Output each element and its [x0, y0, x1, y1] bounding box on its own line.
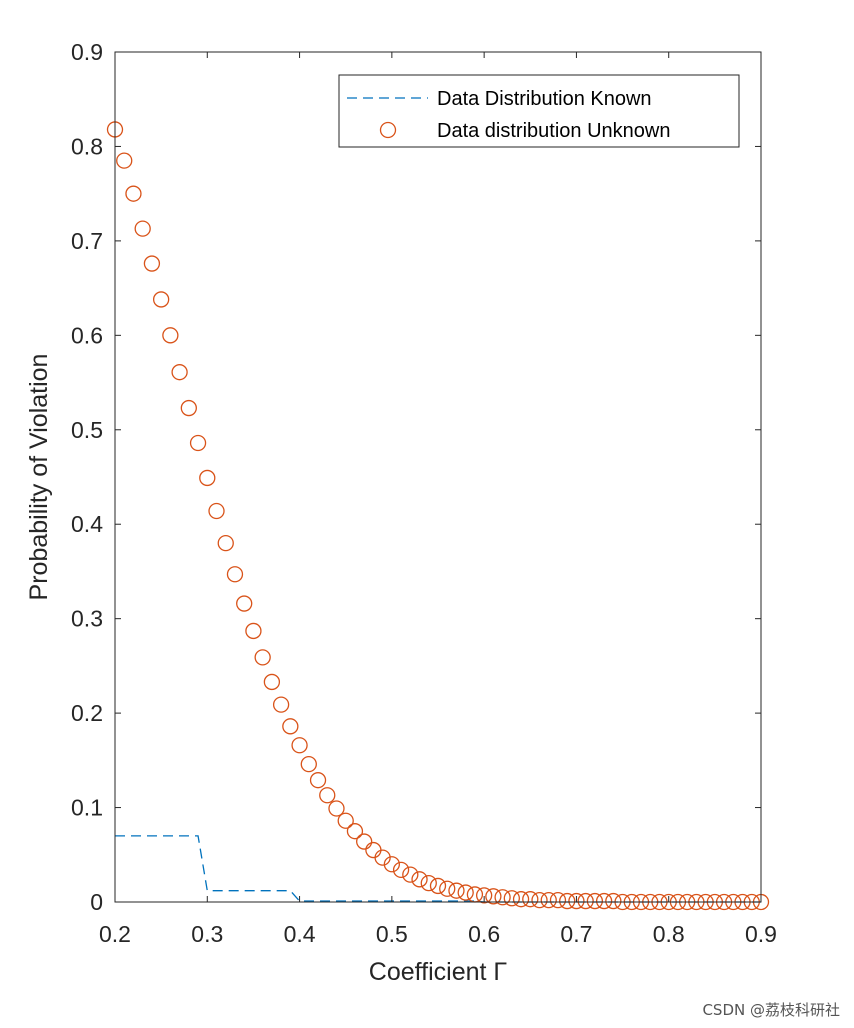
x-tick-label: 0.8 — [653, 921, 685, 947]
plot-border — [114, 51, 762, 903]
data-point — [457, 884, 474, 901]
data-point — [346, 823, 364, 840]
data-point — [595, 892, 613, 910]
y-tick-label: 0.2 — [71, 700, 103, 726]
x-tick-label: 0.5 — [376, 921, 408, 947]
legend-label-unknown: Data distribution Unknown — [437, 120, 670, 142]
data-point — [272, 696, 290, 713]
data-point — [337, 812, 354, 829]
data-point — [263, 673, 281, 691]
data-point — [494, 889, 511, 906]
legend: Data Distribution Known Data distributio… — [338, 74, 740, 148]
legend-swatch-unknown — [379, 121, 397, 139]
y-axis: 0 0.1 0.2 0.3 0.4 0.5 0.6 0.7 0.8 0.9 — [71, 39, 761, 915]
data-point — [282, 718, 299, 735]
data-point — [531, 891, 548, 909]
data-point — [134, 220, 151, 237]
data-point — [605, 892, 622, 910]
y-axis-label: Probability of Violation — [25, 354, 53, 601]
data-point — [439, 880, 456, 897]
data-point — [392, 861, 410, 879]
data-point — [217, 534, 234, 552]
data-point — [236, 595, 253, 612]
data-point — [522, 891, 539, 908]
data-point — [189, 434, 207, 452]
data-point — [291, 737, 308, 754]
data-point — [420, 874, 437, 892]
y-tick-label: 0.6 — [71, 322, 103, 348]
data-point — [309, 772, 327, 789]
y-tick-label: 0.1 — [71, 795, 103, 821]
data-point — [208, 502, 225, 520]
plot-area — [115, 52, 761, 902]
data-point — [512, 891, 530, 908]
data-point — [383, 856, 401, 873]
data-point — [568, 892, 585, 910]
data-point — [152, 291, 170, 308]
y-tick-label: 0.9 — [71, 39, 103, 65]
y-tick-label: 0.5 — [71, 417, 103, 443]
x-axis: 0.2 0.3 0.4 0.5 0.6 0.7 0.8 0.9 — [99, 52, 777, 947]
y-tick-label: 0.4 — [71, 511, 103, 537]
x-tick-label: 0.2 — [99, 921, 131, 947]
data-point — [485, 888, 502, 905]
data-point — [226, 566, 244, 583]
data-point — [503, 890, 520, 907]
data-point — [300, 755, 317, 773]
data-point — [356, 833, 373, 850]
x-tick-label: 0.4 — [284, 921, 316, 947]
data-point — [411, 871, 428, 888]
legend-box — [338, 74, 740, 148]
x-tick-label: 0.7 — [560, 921, 592, 947]
x-tick-label: 0.6 — [468, 921, 500, 947]
data-point — [328, 800, 345, 817]
y-tick-label: 0.7 — [71, 228, 103, 254]
x-tick-label: 0.9 — [745, 921, 777, 947]
y-tick-label: 0.3 — [71, 606, 103, 632]
data-point — [199, 469, 216, 487]
watermark: CSDN @荔枝科研社 — [702, 1001, 840, 1019]
data-point — [125, 185, 142, 202]
data-point — [143, 255, 161, 272]
data-point — [448, 882, 465, 899]
data-point — [374, 849, 391, 866]
data-point — [162, 327, 179, 344]
data-point — [475, 887, 493, 904]
data-point — [549, 891, 567, 909]
data-point — [116, 152, 133, 169]
legend-label-known: Data Distribution Known — [437, 88, 652, 110]
y-tick-label: 0 — [90, 889, 103, 915]
x-axis-label: Coefficient Γ — [369, 958, 508, 986]
data-point — [319, 787, 336, 804]
data-point — [429, 877, 447, 895]
data-point — [577, 892, 594, 910]
x-tick-label: 0.3 — [191, 921, 223, 947]
data-point — [171, 364, 188, 381]
y-tick-label: 0.8 — [71, 133, 103, 159]
data-point — [559, 892, 576, 910]
data-point — [402, 866, 419, 883]
data-point — [540, 891, 557, 909]
data-point — [245, 622, 262, 640]
data-point — [254, 649, 271, 666]
data-point — [180, 399, 197, 417]
data-point — [586, 892, 604, 910]
